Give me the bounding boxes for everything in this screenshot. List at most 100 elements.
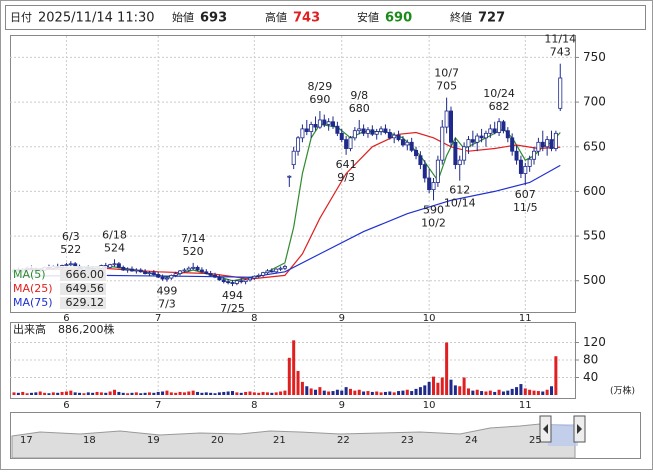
candle-body — [147, 272, 152, 275]
volume-bar — [453, 385, 457, 395]
volume-bar — [73, 392, 77, 395]
header-close-label: 終値 — [450, 10, 472, 24]
volume-bar — [117, 391, 121, 395]
legend-value-box — [60, 269, 106, 281]
candle-body — [151, 272, 156, 275]
navigator-label: 20 — [211, 435, 224, 446]
header-high-label: 高値 — [265, 10, 287, 24]
annotation-value: 612 — [449, 184, 470, 197]
candle-body — [156, 274, 161, 278]
annotation-value: 590 — [423, 203, 444, 216]
volume-bar — [414, 388, 418, 395]
volume-bar — [222, 391, 226, 395]
legend-value: 666.00 — [66, 268, 105, 281]
volume-bar — [353, 390, 357, 395]
volume-bar — [95, 391, 99, 395]
annotation-date: 6/3 — [62, 230, 80, 243]
candle-body — [234, 280, 239, 284]
candle-body — [540, 141, 545, 148]
volume-bar — [383, 391, 387, 395]
navigator-handle-arrow — [543, 424, 548, 434]
volume-bar — [449, 379, 453, 395]
candle-body — [331, 121, 336, 127]
candle-body — [348, 137, 353, 149]
candle-body — [479, 135, 484, 139]
candle-body — [296, 137, 301, 152]
annotation-value: 494 — [222, 289, 243, 302]
volume-bar — [327, 391, 331, 395]
ma-line — [13, 164, 561, 278]
candle-body — [453, 141, 458, 166]
volume-bar — [348, 388, 352, 395]
candle-body — [213, 274, 218, 278]
volume-bar — [523, 388, 527, 395]
navigator-label: 17 — [20, 435, 33, 446]
candle-body — [501, 121, 506, 132]
header-high: 743 — [293, 11, 320, 26]
candle-body — [138, 269, 143, 273]
volume-bar — [392, 392, 396, 395]
volume-bar — [270, 392, 274, 395]
volume-bar — [418, 387, 422, 395]
navigator-label: 22 — [337, 435, 350, 446]
annotation-date: 7/3 — [158, 298, 176, 311]
candle-body — [252, 275, 257, 279]
header-open-label: 始値 — [172, 10, 194, 24]
volume-bar — [279, 391, 283, 395]
candle-body — [287, 175, 292, 178]
candle-body — [418, 155, 423, 166]
volume-bar — [21, 391, 25, 395]
volume-bar — [60, 391, 64, 395]
volume-bar — [104, 392, 108, 395]
x-tick-label: 11 — [519, 400, 532, 411]
volume-bar — [12, 392, 16, 395]
candle-body — [374, 131, 379, 135]
candle-body — [134, 269, 139, 272]
candle-body — [365, 129, 370, 134]
candle-body — [497, 121, 502, 133]
candle-body — [335, 125, 340, 134]
volume-bar — [466, 388, 470, 395]
x-tick-label: 7 — [155, 400, 161, 411]
ma-line — [13, 123, 561, 282]
candle-body — [278, 267, 283, 270]
candle-body — [182, 269, 187, 272]
volume-bar — [252, 392, 256, 395]
annotation-date: 6/18 — [102, 228, 127, 241]
volume-bar — [217, 392, 221, 395]
volume-bar — [283, 390, 287, 395]
volume-bar — [121, 392, 125, 395]
annotation-date: 9/8 — [350, 89, 368, 102]
volume-bar — [501, 391, 505, 395]
candle-body — [483, 132, 488, 139]
annotation-date: 8/29 — [308, 80, 333, 93]
navigator-window[interactable] — [548, 424, 578, 446]
volume-bar — [484, 391, 488, 395]
volume-bar — [147, 392, 151, 395]
volume-bar — [64, 391, 68, 395]
annotation-value: 680 — [349, 102, 370, 115]
volume-bar — [78, 392, 82, 395]
volume-bar — [139, 393, 143, 395]
volume-bar — [357, 389, 361, 395]
volume-bar — [366, 391, 370, 395]
volume-bar — [51, 392, 55, 395]
legend-value: 629.12 — [66, 296, 105, 309]
candle-body — [116, 263, 121, 268]
candle-body — [230, 282, 235, 284]
candle-body — [379, 128, 384, 132]
volume-bar — [471, 390, 475, 395]
candle-body — [352, 130, 357, 139]
header-datetime: 2025/11/14 11:30 — [38, 11, 155, 26]
candle-body — [169, 274, 174, 279]
candle-body — [488, 128, 493, 134]
volume-title: 出来高 — [13, 322, 46, 336]
volume-bar — [488, 390, 492, 395]
candle-body — [226, 281, 231, 284]
candle-body — [344, 139, 349, 149]
volume-bar — [375, 391, 379, 395]
candle-body — [173, 273, 178, 276]
candle-body — [549, 139, 554, 149]
y-tick-label: 80 — [583, 353, 598, 367]
